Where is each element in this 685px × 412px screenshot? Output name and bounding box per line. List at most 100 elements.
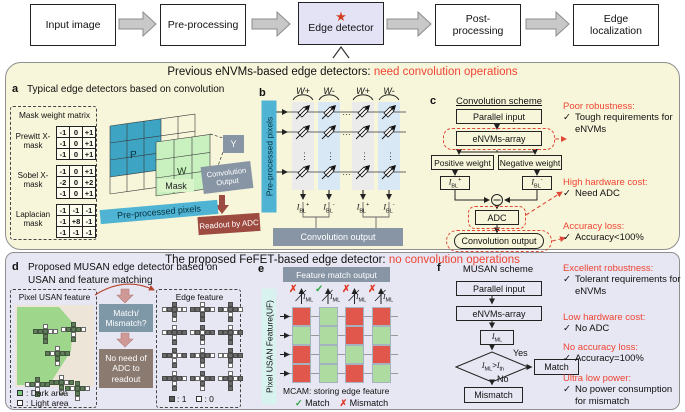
- mcam-caption: MCAM: storing edge feature: [283, 386, 390, 396]
- cross-cell: [55, 356, 60, 361]
- cross-cell: [167, 307, 172, 312]
- mcam-cell: [345, 326, 364, 345]
- cross-icon: ✗: [339, 398, 348, 408]
- cross-cell: [228, 312, 233, 317]
- cross-cell: [162, 353, 167, 358]
- cross-cell: [233, 353, 238, 358]
- column-mark: ✗: [342, 284, 351, 295]
- cross-cell: [54, 380, 59, 385]
- cross-cell: [172, 340, 177, 345]
- check-icon: ✓: [563, 353, 571, 365]
- cross-cell: [35, 392, 40, 397]
- edge-feature-crosses: [157, 290, 243, 409]
- cross-cell: [172, 353, 177, 358]
- cross-cell: [205, 353, 210, 358]
- pipeline-arrows: [118, 10, 570, 59]
- mask-group-sobel: Sobel X-mask -1 0 +1 -2 0 +2 -1 0 +1: [11, 163, 98, 201]
- mcam-cell: [345, 345, 364, 364]
- feature-cross: [218, 302, 243, 322]
- cross-cell: [238, 330, 243, 335]
- check-icon: ✓: [563, 232, 571, 244]
- cross-cell: [167, 330, 172, 335]
- musan-scheme-connectors: [454, 296, 533, 386]
- cross-cell: [167, 353, 172, 358]
- feature-cross: [190, 348, 215, 368]
- ibl-minus-label: IBL-: [323, 202, 335, 215]
- cross-cell: [43, 324, 48, 329]
- feature-cross: [218, 348, 243, 368]
- feature-cross: [162, 371, 187, 391]
- usan-image-area: [15, 305, 94, 387]
- mask-group-prewitt: Prewitt X-mask -1 0 +1 -1 0 +1 -1 0 +1: [11, 124, 98, 162]
- cross-cell: [33, 329, 38, 334]
- pipeline-step-edge-localization: Edge localization: [573, 4, 659, 46]
- cross-cell: [45, 351, 50, 356]
- panel-a-tag: a: [12, 83, 19, 95]
- annotation-accuracy-loss: Accuracy loss: ✓ Accuracy<100%: [563, 221, 644, 244]
- cross-cell: [200, 363, 205, 368]
- legend-light-area: : Light area: [17, 398, 69, 408]
- iml-label: IML: [356, 292, 367, 304]
- cross-cell: [238, 376, 243, 381]
- cross-cell: [59, 380, 64, 385]
- cross-cell: [228, 376, 233, 381]
- cross-cell: [200, 340, 205, 345]
- mask-window-label: W: [177, 166, 187, 178]
- svg-text:…: …: [342, 127, 351, 137]
- feature-cross: [45, 346, 70, 366]
- check-icon: ✓: [563, 384, 571, 396]
- mcam-cell: [371, 326, 391, 345]
- cross-cell: [233, 330, 238, 335]
- cross-cell: [200, 386, 205, 391]
- cross-cell: [55, 346, 60, 351]
- pixel-usan-feature-box: Pixel USAN feature : Dark area : Light a…: [10, 289, 97, 408]
- feature-cross: [162, 325, 187, 345]
- cross-cell: [70, 386, 75, 391]
- check-icon: ✓: [563, 274, 571, 286]
- cross-cell: [195, 330, 200, 335]
- bit-one-swatch: [169, 396, 175, 402]
- feature-cross: [162, 302, 187, 322]
- cross-cell: [69, 380, 74, 385]
- adc-box: ADC: [475, 210, 519, 225]
- cross-cell: [233, 376, 238, 381]
- cross-cell: [200, 312, 205, 317]
- cross-cell: [228, 353, 233, 358]
- cross-cell: [200, 317, 205, 322]
- mask-name: Prewitt X-mask: [15, 132, 51, 150]
- panel-d-tag: d: [12, 261, 19, 273]
- annotation-low-hardware-cost: Low hardware cost: ✓ No ADC: [563, 312, 646, 335]
- preprocessed-pixels-axis-label: Pre-processed pixels: [261, 100, 276, 212]
- mask-name: Sobel X-mask: [17, 171, 49, 189]
- cross-cell: [75, 396, 80, 401]
- flow-arrow-icon: [118, 10, 570, 38]
- cross-cell: [200, 302, 205, 307]
- feature-match-output-bar: Feature match output: [283, 267, 390, 282]
- cross-cell: [71, 327, 76, 332]
- cross-cell: [195, 307, 200, 312]
- cross-cell: [200, 376, 205, 381]
- cross-cell: [71, 332, 76, 337]
- cross-cell: [228, 340, 233, 345]
- previous-section-title: Previous eNVMs-based edge detectors: nee…: [167, 66, 518, 78]
- cross-cell: [75, 386, 80, 391]
- check-icon: ✓: [563, 188, 571, 200]
- annotation-hardware-cost: High hardware cost: ✓ Need ADC: [563, 177, 648, 200]
- mask-box-title: Mask weight matrix: [18, 110, 90, 120]
- svg-text:W-: W-: [383, 86, 394, 96]
- ibl-plus-label: IBL+: [356, 202, 370, 215]
- cross-cell: [66, 327, 71, 332]
- cross-cell: [59, 390, 64, 395]
- cross-cell: [223, 330, 228, 335]
- cross-cell: [167, 376, 172, 381]
- usan-box-title: Pixel USAN feature: [18, 292, 91, 302]
- cross-cell: [200, 358, 205, 363]
- svg-text:⋮: ⋮: [386, 151, 395, 161]
- cross-cell: [172, 312, 177, 317]
- parallel-input-box: Parallel input: [456, 109, 542, 124]
- cross-cell: [177, 307, 182, 312]
- cross-cell: [190, 376, 195, 381]
- cross-cell: [200, 348, 205, 353]
- svg-text:…: …: [342, 167, 351, 177]
